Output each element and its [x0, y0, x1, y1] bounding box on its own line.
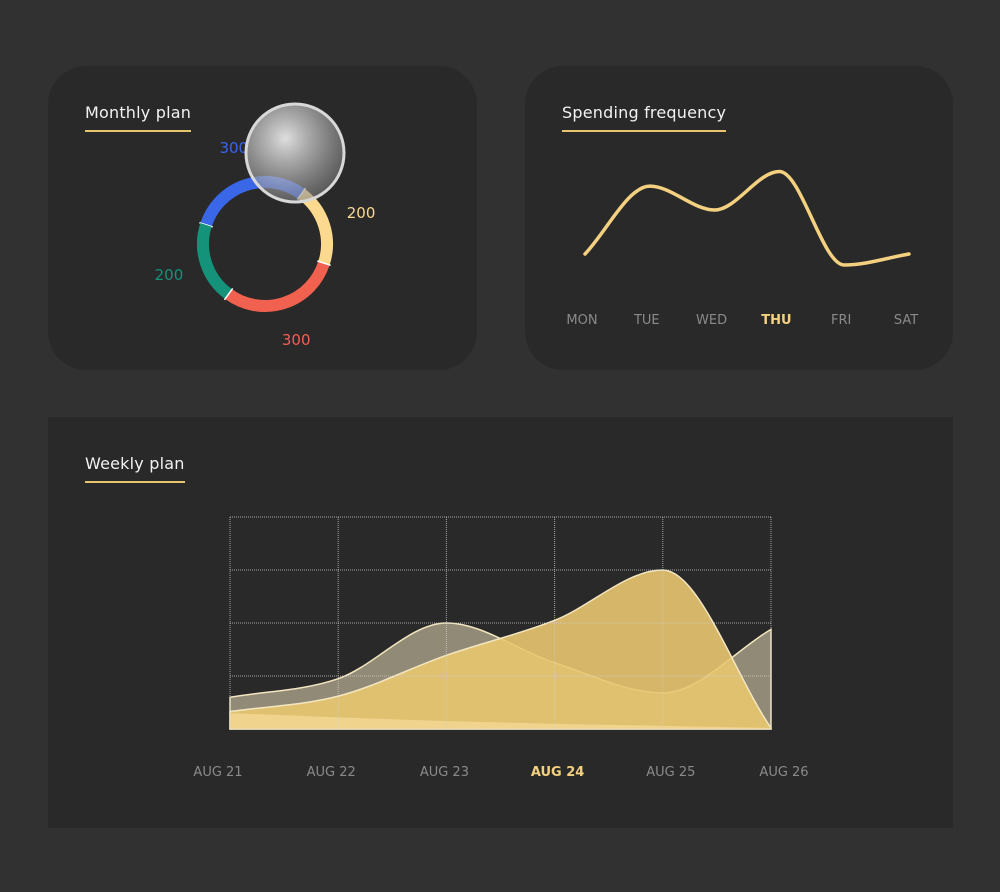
spending-line-chart: MON TUE WED THU FRI SAT — [566, 169, 918, 328]
donut-slice-label: 200 — [155, 266, 184, 284]
donut-slice — [297, 188, 333, 266]
donut-slice-label: 300 — [219, 139, 248, 157]
day-label: SAT — [894, 313, 918, 328]
spending-line — [583, 169, 911, 267]
day-label: THU — [761, 313, 791, 328]
donut-separator — [317, 260, 331, 267]
donut-slice — [225, 261, 330, 312]
area-series — [229, 569, 772, 730]
weekly-plan-card: Weekly plan AUG 21 AUG 22 AUG 23 AUG 24 AUG … — [48, 417, 953, 828]
day-label: MON — [566, 313, 597, 328]
magnifier-lens[interactable] — [244, 102, 346, 204]
date-label: AUG 23 — [420, 765, 469, 780]
date-label: AUG 24 — [531, 765, 585, 780]
weekly-area-chart: AUG 21 AUG 22 AUG 23 AUG 24 AUG 25 AUG 26 — [193, 516, 809, 780]
monthly-plan-title: Monthly plan — [85, 103, 192, 132]
date-label: AUG 25 — [646, 765, 695, 780]
date-label: AUG 21 — [193, 765, 242, 780]
day-label: TUE — [633, 313, 660, 328]
donut-slice — [197, 222, 233, 300]
donut-slice-label: 200 — [347, 204, 376, 222]
day-label: FRI — [831, 313, 851, 328]
donut-separator — [223, 288, 234, 301]
spending-frequency-card: Spending frequency MON TUE WED THU FRI SAT — [525, 66, 953, 370]
donut-slice-label: 300 — [282, 331, 311, 349]
monthly-plan-card: Monthly plan 300 200 300 200 — [48, 66, 477, 370]
spending-frequency-title: Spending frequency — [562, 103, 727, 132]
date-label: AUG 22 — [307, 765, 356, 780]
day-label: WED — [696, 313, 727, 328]
monthly-donut-chart: 300 200 300 200 — [155, 102, 376, 349]
weekly-plan-title: Weekly plan — [85, 454, 185, 483]
date-label: AUG 26 — [759, 765, 808, 780]
area-series — [230, 713, 771, 729]
